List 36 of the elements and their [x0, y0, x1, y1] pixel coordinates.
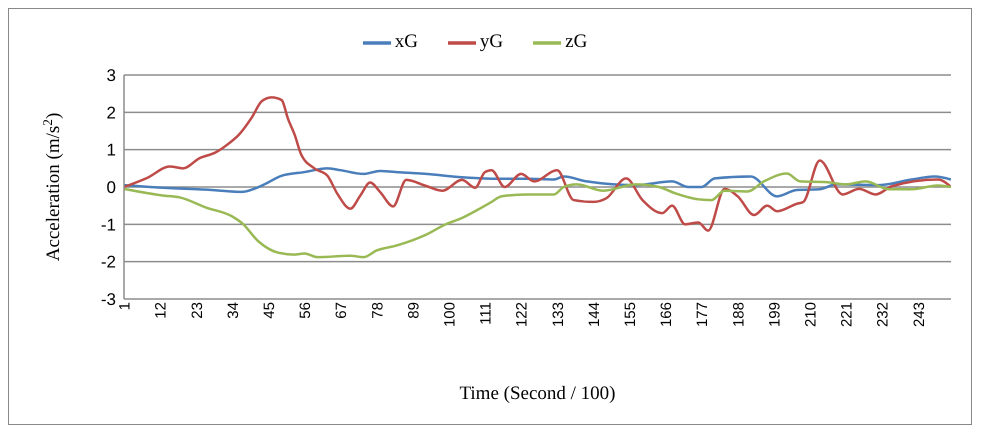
x-tick-label: 232	[874, 302, 892, 328]
x-tick-label: 23	[188, 302, 206, 319]
x-tick-label: 243	[910, 302, 928, 328]
x-tick-label: 144	[586, 302, 603, 328]
legend-label: xG	[394, 31, 418, 52]
x-tick-label: 45	[261, 302, 278, 319]
x-tick-label: 34	[224, 302, 242, 319]
x-tick-label: 100	[442, 302, 459, 328]
x-tick-label: 166	[658, 302, 676, 328]
x-tick-label: 1	[116, 302, 134, 310]
legend-label: zG	[565, 31, 588, 52]
x-tick-label: 133	[550, 302, 567, 328]
y-tick-label: 2	[106, 103, 116, 122]
x-tick-label: 188	[730, 302, 748, 328]
x-tick-label: 111	[478, 302, 495, 325]
y-tick-label: 1	[106, 140, 116, 160]
x-tick-label: 89	[405, 302, 422, 319]
legend-label: yG	[480, 31, 504, 52]
x-tick-label: 78	[369, 302, 386, 319]
y-tick-label: -2	[100, 252, 116, 272]
y-tick-label: 0	[106, 178, 116, 198]
x-tick-label: 199	[766, 302, 784, 328]
x-tick-label: 155	[622, 302, 640, 328]
x-axis-title: Time (Second / 100)	[459, 383, 616, 404]
x-tick-label: 67	[333, 302, 350, 319]
y-tick-label: -1	[100, 215, 116, 234]
x-tick-label: 12	[152, 302, 170, 319]
line-series	[124, 172, 951, 258]
line-series	[124, 96, 951, 232]
x-tick-label: 122	[514, 302, 531, 328]
y-tick-label: -3	[100, 290, 116, 310]
x-tick-label: 221	[838, 302, 856, 328]
y-tick-label: 3	[106, 66, 116, 86]
x-tick-label: 177	[694, 302, 712, 328]
x-tick-label: 210	[802, 302, 820, 328]
x-tick-label: 56	[297, 302, 314, 319]
